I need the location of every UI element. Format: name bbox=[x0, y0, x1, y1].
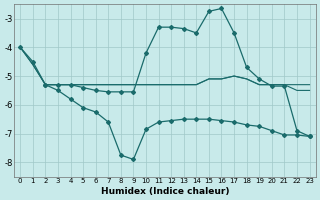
X-axis label: Humidex (Indice chaleur): Humidex (Indice chaleur) bbox=[100, 187, 229, 196]
